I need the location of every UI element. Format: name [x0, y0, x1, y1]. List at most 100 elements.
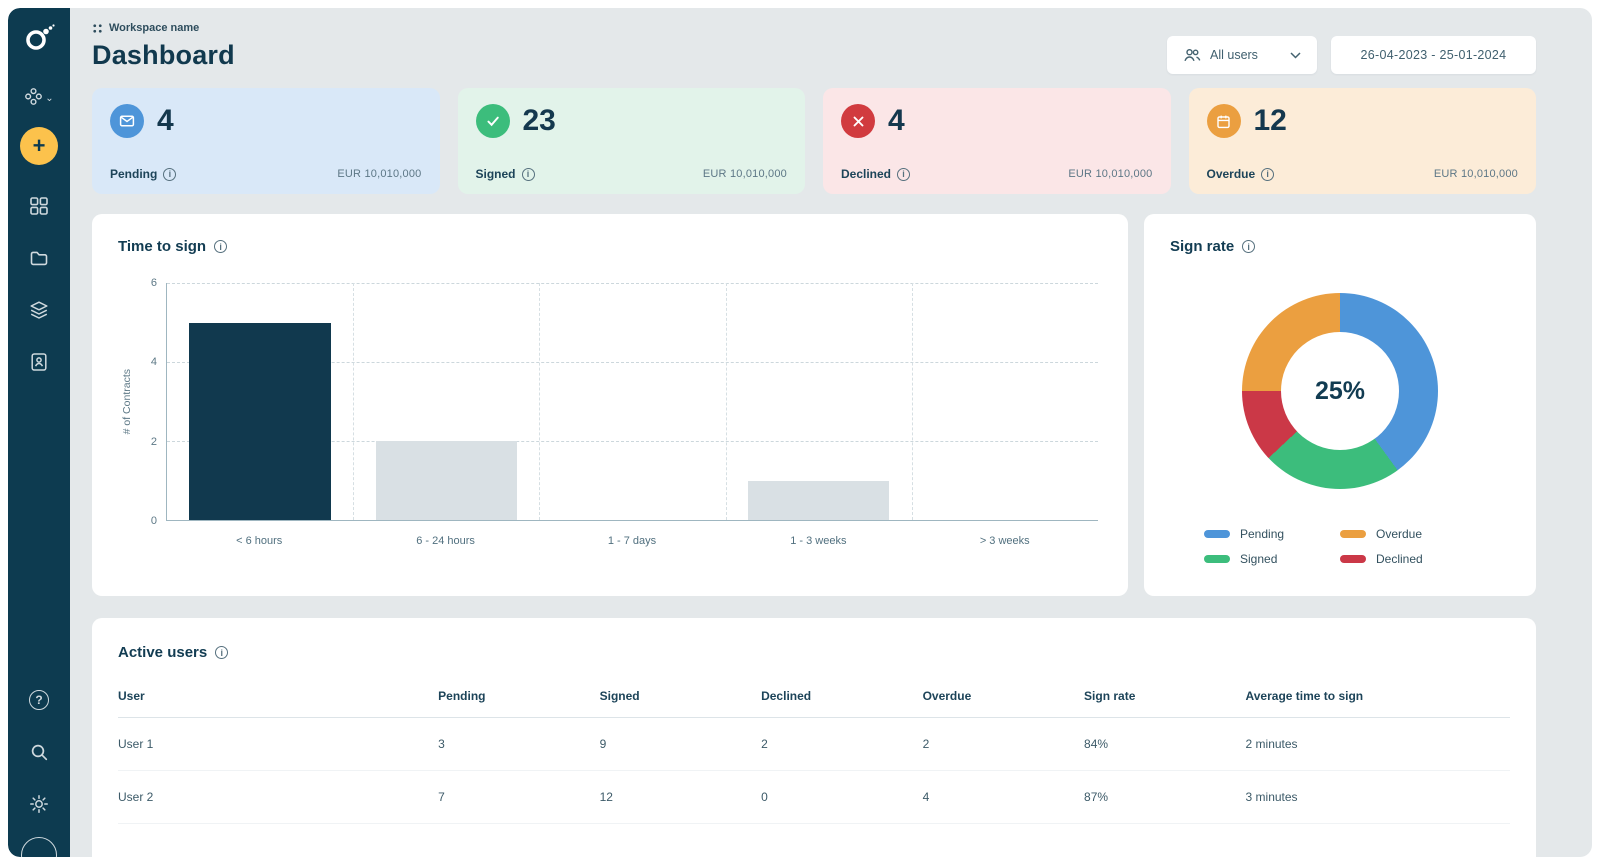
table-header-row: User Pending Signed Declined Overdue Sig…: [118, 677, 1510, 718]
donut-legend: Pending Overdue Signed Declined: [1170, 527, 1510, 566]
signed-count: 23: [522, 104, 556, 137]
donut-chart[interactable]: 25%: [1242, 293, 1438, 489]
workspace-mini-icon: [93, 23, 102, 33]
legend-label: Overdue: [1376, 527, 1423, 541]
grid-icon: [30, 197, 48, 215]
signed-amount: EUR 10,010,000: [702, 168, 787, 180]
overdue-count: 12: [1253, 104, 1287, 137]
col-avg-time: Average time to sign: [1245, 677, 1510, 718]
check-icon: [475, 104, 510, 138]
col-pending: Pending: [438, 677, 600, 718]
x-axis-labels: < 6 hours 6 - 24 hours 1 - 7 days 1 - 3 …: [236, 535, 1030, 547]
layers-icon: [30, 301, 48, 319]
stat-card-declined: 4 Declined i EUR 10,010,000: [823, 88, 1171, 194]
sidebar-item-help[interactable]: ?: [20, 681, 58, 719]
info-icon[interactable]: i: [521, 167, 535, 181]
sidebar-item-templates[interactable]: [20, 291, 58, 329]
legend-label: Declined: [1376, 552, 1423, 566]
help-icon: ?: [29, 690, 49, 710]
col-declined: Declined: [761, 677, 923, 718]
charts-row: Time to sign i # of Contracts 6 4 2 0: [92, 214, 1536, 596]
col-sign-rate: Sign rate: [1084, 677, 1246, 718]
pending-label: Pending: [110, 167, 158, 181]
overdue-amount: EUR 10,010,000: [1433, 168, 1518, 180]
breadcrumb[interactable]: Workspace name: [92, 22, 1536, 34]
sidebar-item-settings[interactable]: [20, 785, 58, 823]
date-range-value: 26-04-2023 - 25-01-2024: [1360, 48, 1507, 62]
workspace-switcher[interactable]: ⌄: [24, 87, 54, 109]
stat-card-pending: 4 Pending i EUR 10,010,000: [92, 88, 440, 194]
user-filter-select[interactable]: All users: [1167, 36, 1317, 74]
date-range-picker[interactable]: 26-04-2023 - 25-01-2024: [1331, 36, 1536, 74]
cell-pending: 7: [438, 770, 600, 824]
workspace-icon: [24, 87, 43, 109]
sidebar-item-search[interactable]: [20, 733, 58, 771]
cell-sign-rate: 84%: [1084, 717, 1246, 771]
user-avatar[interactable]: [21, 837, 57, 857]
active-users-table: User Pending Signed Declined Overdue Sig…: [118, 677, 1510, 824]
signed-swatch: [1204, 555, 1230, 563]
overdue-swatch: [1340, 530, 1366, 538]
plot-area: [166, 283, 1098, 521]
cell-user: User 1: [118, 717, 439, 771]
info-icon[interactable]: i: [1261, 167, 1275, 181]
legend-item-pending: Pending: [1204, 527, 1340, 541]
sidebar-item-documents[interactable]: [20, 239, 58, 277]
donut-hole: 25%: [1281, 332, 1399, 450]
bar-lt-6-hours[interactable]: [189, 322, 331, 520]
cell-declined: 0: [761, 770, 923, 824]
overdue-label: Overdue: [1206, 167, 1256, 181]
stat-card-overdue: 12 Overdue i EUR 10,010,000: [1188, 88, 1536, 194]
app-logo-icon: [23, 24, 55, 57]
info-icon[interactable]: i: [214, 240, 228, 253]
legend-label: Signed: [1240, 552, 1278, 566]
bar-6-24-hours[interactable]: [375, 441, 518, 520]
pending-count: 4: [157, 104, 174, 137]
pending-swatch: [1204, 530, 1230, 538]
main-content: Workspace name Dashboard All users 26-04…: [70, 8, 1592, 857]
folder-icon: [30, 251, 48, 266]
active-users-card: Active users i User Pending Signed Decli…: [92, 618, 1536, 857]
col-signed: Signed: [599, 677, 762, 718]
sign-rate-title: Sign rate: [1170, 238, 1235, 255]
legend-item-overdue: Overdue: [1340, 527, 1476, 541]
active-users-title: Active users: [118, 644, 208, 661]
calendar-icon: [1206, 104, 1241, 138]
search-icon: [31, 744, 48, 761]
chevron-down-icon: [1290, 51, 1301, 59]
create-new-button[interactable]: +: [20, 127, 58, 165]
gear-icon: [30, 795, 48, 813]
col-user: User: [118, 677, 439, 718]
info-icon[interactable]: i: [1242, 240, 1256, 253]
y-axis-ticks: 6 4 2 0: [150, 277, 157, 527]
page-title: Dashboard: [92, 39, 235, 70]
info-icon[interactable]: i: [163, 167, 177, 181]
info-icon[interactable]: i: [897, 167, 911, 181]
x-icon: [841, 104, 875, 138]
signed-label: Signed: [475, 167, 516, 181]
stat-cards-row: 4 Pending i EUR 10,010,000 23 Signed i EUR…: [92, 88, 1536, 194]
cell-user: User 2: [118, 770, 439, 824]
envelope-icon: [110, 104, 144, 138]
cell-declined: 2: [761, 717, 923, 771]
info-icon[interactable]: i: [215, 646, 229, 659]
users-icon: [1184, 48, 1201, 62]
chevron-down-icon: ⌄: [45, 92, 54, 104]
legend-item-signed: Signed: [1204, 552, 1340, 566]
stat-card-signed: 23 Signed i EUR 10,010,000: [457, 88, 805, 194]
cell-signed: 9: [599, 717, 762, 771]
declined-amount: EUR 10,010,000: [1068, 168, 1153, 180]
table-row: User 1 3 9 2 2 84% 2 minutes: [118, 717, 1510, 771]
declined-label: Declined: [841, 167, 892, 181]
time-to-sign-title: Time to sign: [118, 238, 207, 255]
time-to-sign-card: Time to sign i # of Contracts 6 4 2 0: [92, 214, 1128, 596]
legend-item-declined: Declined: [1340, 552, 1476, 566]
cell-avg-time: 2 minutes: [1245, 717, 1510, 771]
sidebar-item-dashboard[interactable]: [20, 187, 58, 225]
cell-overdue: 4: [922, 770, 1085, 824]
sidebar-item-contacts[interactable]: [20, 343, 58, 381]
app-surface: ⌄ + ? Workspace name: [8, 8, 1592, 857]
bar-1-3-weeks[interactable]: [747, 480, 890, 520]
cell-overdue: 2: [922, 717, 1085, 771]
